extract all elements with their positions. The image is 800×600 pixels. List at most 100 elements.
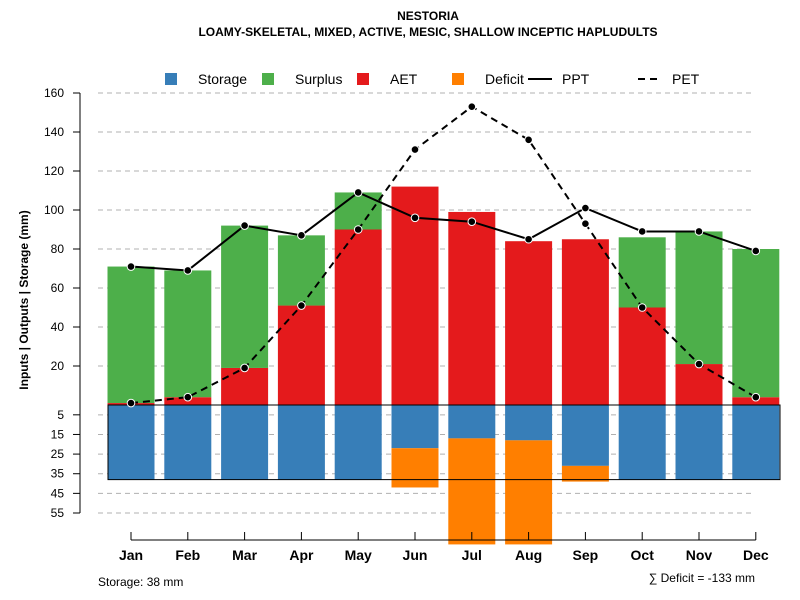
- y-tick-label: 40: [51, 320, 65, 334]
- aet-bar: [675, 364, 723, 405]
- ppt-point: [240, 221, 249, 230]
- storage-bar: [448, 405, 496, 439]
- y-tick-label: 100: [44, 203, 64, 217]
- storage-bar: [164, 405, 212, 480]
- storage-bar: [391, 405, 439, 449]
- y-tick-label: 35: [51, 467, 65, 481]
- storage-bar: [618, 405, 666, 480]
- ppt-point: [581, 203, 590, 213]
- x-tick-label: Aug: [515, 547, 542, 563]
- ppt-point: [524, 234, 533, 244]
- storage-bar: [107, 405, 155, 480]
- series-lines: [126, 102, 761, 408]
- bars: [107, 186, 781, 545]
- x-tick-label: Apr: [289, 547, 314, 563]
- x-tick-label: May: [345, 547, 372, 563]
- y-tick-label: 80: [51, 242, 65, 256]
- legend-swatch-storage: [165, 73, 177, 85]
- pet-point: [126, 398, 136, 408]
- ppt-point: [183, 266, 193, 275]
- pet-point: [467, 102, 477, 111]
- x-tick-label: Nov: [686, 547, 713, 563]
- ppt-point: [126, 262, 136, 271]
- x-tick-label: Jun: [403, 547, 428, 563]
- surplus-bar: [618, 237, 666, 308]
- y-tick-label: 45: [51, 486, 65, 500]
- deficit-bar: [391, 448, 439, 488]
- pet-point: [410, 145, 420, 154]
- aet-bar: [334, 229, 382, 405]
- surplus-bar: [277, 235, 325, 306]
- pet-point: [524, 135, 533, 145]
- surplus-bar: [221, 225, 269, 368]
- storage-capacity-frame: [107, 404, 781, 481]
- x-tick-label: Mar: [232, 547, 257, 563]
- x-tick-label: Sep: [573, 547, 599, 563]
- pet-point: [751, 392, 761, 402]
- storage-bar: [732, 405, 780, 480]
- storage-bar: [221, 405, 269, 480]
- aet-bar: [618, 307, 666, 405]
- ppt-point: [637, 227, 647, 236]
- storage-note: Storage: 38 mm: [98, 575, 183, 589]
- pet-point: [183, 392, 193, 402]
- pet-point: [694, 359, 704, 369]
- storage-bar: [277, 405, 325, 480]
- surplus-bar: [164, 270, 212, 398]
- y-tick-label: 120: [44, 164, 64, 178]
- y-tick-label: 25: [51, 447, 65, 461]
- storage-bar: [561, 405, 609, 466]
- x-tick-label: Oct: [631, 547, 655, 563]
- deficit-bar: [505, 440, 553, 545]
- aet-bar: [221, 367, 269, 405]
- legend-label-deficit: Deficit: [485, 71, 524, 87]
- y-tick-label: 15: [51, 427, 65, 441]
- y-tick-label: 5: [57, 408, 64, 422]
- x-tick-label: Dec: [743, 547, 769, 563]
- pet-point: [353, 225, 363, 234]
- deficit-note: ∑ Deficit = -133 mm: [649, 571, 755, 585]
- pet-point: [637, 303, 647, 312]
- y-tick-label: 60: [51, 281, 65, 295]
- pet-point: [581, 219, 590, 228]
- aet-bar: [391, 186, 439, 405]
- aet-bar: [448, 211, 496, 405]
- aet-bar: [561, 239, 609, 405]
- ppt-point: [467, 217, 477, 226]
- ppt-point: [694, 227, 704, 236]
- pet-line: [130, 105, 757, 405]
- surplus-bar: [732, 249, 780, 398]
- legend-label-ppt: PPT: [562, 71, 590, 87]
- axes: 20 40 60 80 100 120 140 160 5 15 25 35 45 55 Jan Feb Mar…: [44, 86, 769, 563]
- chart-title: NESTORIA: [397, 9, 459, 23]
- legend-swatch-surplus: [262, 73, 274, 85]
- ppt-point: [751, 246, 761, 256]
- aet-bar: [277, 305, 325, 405]
- ppt-point: [353, 188, 363, 197]
- chart-subtitle: LOAMY-SKELETAL, MIXED, ACTIVE, MESIC, SH…: [198, 25, 657, 39]
- y-axis-title: Inputs | Outputs | Storage (mm): [17, 210, 31, 389]
- aet-bar: [505, 241, 553, 405]
- ppt-line: [130, 191, 757, 272]
- storage-bar: [334, 405, 382, 480]
- deficit-bar: [448, 438, 496, 545]
- y-tick-label: 160: [44, 86, 64, 100]
- legend-swatch-deficit: [452, 73, 464, 85]
- x-tick-label: Jul: [462, 547, 482, 563]
- legend-label-pet: PET: [672, 71, 700, 87]
- x-tick-label: Jan: [119, 547, 143, 563]
- y-tick-label: 55: [51, 506, 65, 520]
- pet-point: [240, 363, 249, 373]
- surplus-bar: [675, 231, 723, 365]
- pet-point: [297, 301, 306, 310]
- deficit-bar: [561, 465, 609, 482]
- y-tick-label: 20: [51, 359, 65, 373]
- storage-bar: [675, 405, 723, 480]
- legend-swatch-aet: [357, 73, 369, 85]
- storage-bar: [505, 405, 553, 441]
- ppt-point: [410, 213, 420, 223]
- legend-label-aet: AET: [390, 71, 418, 87]
- legend-label-surplus: Surplus: [295, 71, 342, 87]
- surplus-bar: [334, 192, 382, 230]
